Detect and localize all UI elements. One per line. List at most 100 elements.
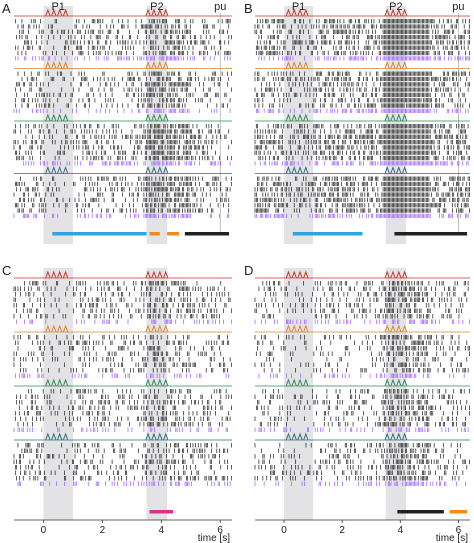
stimulus-pulse [62,166,69,174]
spike-row [16,82,228,87]
stimulus-pulse [303,61,309,69]
spike-row [14,103,228,108]
spike-row [254,187,470,192]
label-p2: P2 [389,1,402,13]
spike-row [16,92,227,98]
stimulus-pulse [145,8,151,17]
stimulus-pulse [396,8,402,17]
epoch-bar [149,232,160,236]
stimulus-pulse [390,61,396,69]
spike-row [13,145,230,150]
spike-row [14,150,216,155]
stimulus-pulse [390,166,396,174]
spike-row [25,134,227,139]
stimulus-pulse [285,113,292,122]
spike-row [255,124,469,129]
spike-row [21,76,230,82]
spike-row [258,34,470,40]
stimulus-pulse [303,166,309,174]
stimulus-pulse [384,61,390,69]
stimulus-pulse [396,113,402,122]
stimulus-pulse [163,8,169,17]
spike-row [20,176,232,181]
stimulus-pulse [297,61,303,69]
spike-row [17,24,230,29]
summary-spike-row [14,56,231,61]
spike-row [14,45,222,50]
stimulus-pulse [384,8,390,17]
summary-spike-row [258,56,470,61]
stimulus-pulse [157,166,163,174]
stimulus-pulse [390,113,396,122]
stimulus-pulse [45,8,51,17]
spike-row [14,124,219,129]
summary-spike-row [22,161,231,166]
stimulus-pulse [157,8,163,17]
spike-row [255,92,465,98]
spike-row [257,19,470,24]
spike-row [254,197,469,203]
label-p1: P1 [51,1,64,13]
spike-row [255,45,469,50]
stimulus-pulse [401,8,408,17]
spike-row [255,50,470,56]
panel-a: A P1 P2 pu [2,1,232,244]
stimulus-pulse [396,166,402,174]
spike-row [254,208,470,213]
stimulus-pulse [384,113,390,122]
spike-row [254,150,468,155]
panel-b: B P1 P2 pu [244,1,470,244]
stimulus-pulse [163,113,169,122]
summary-spike-row [254,161,469,166]
spike-row [254,139,466,145]
stimulus-pulse [157,61,163,69]
stimulus-pulse [151,8,157,17]
spike-row [261,82,470,87]
spike-row [257,176,470,181]
stimulus-pulse [56,61,63,69]
epoch-bar [52,232,147,236]
spike-row [16,155,232,161]
panel-letter: B [244,1,253,16]
spike-row [14,87,232,92]
stimulus-pulse [285,166,292,174]
stimulus-pulse [291,113,297,122]
spike-row [254,145,470,150]
spike-row [254,129,466,134]
stimulus-pulse [384,166,390,174]
spike-row [24,40,230,45]
spike-row [254,203,469,208]
stimulus-pulse [163,166,169,174]
summary-spike-row [13,108,231,113]
stimulus-pulse [51,8,57,17]
stimulus-pulse [62,61,69,69]
stimulus-pulse [401,113,408,122]
spike-row [254,24,470,29]
spike-row [254,192,470,197]
stimulus-pulse [151,61,157,69]
stimulus-pulse [62,113,69,122]
stimulus-pulse [45,113,51,122]
spike-row [14,203,230,208]
spike-row [17,71,232,76]
label-p2: P2 [150,1,163,13]
spike-row [258,155,470,161]
stimulus-pulse [45,61,51,69]
stimulus-pulse [291,61,297,69]
stimulus-pulse [56,113,63,122]
stimulus-pulse [51,61,57,69]
stimulus-pulse [51,166,57,174]
spike-row [14,181,232,187]
spike-row [257,40,470,45]
stimulus-pulse [145,166,151,174]
spike-row [14,19,231,24]
spike-row [17,50,231,56]
stimulus-pulse [303,8,309,17]
stimulus-pulse [297,166,303,174]
stimulus-pulse [45,166,51,174]
panel-letter: A [2,1,11,16]
stimulus-pulse [401,61,408,69]
spike-row [17,208,230,213]
stimulus-window-p1 [284,6,314,244]
